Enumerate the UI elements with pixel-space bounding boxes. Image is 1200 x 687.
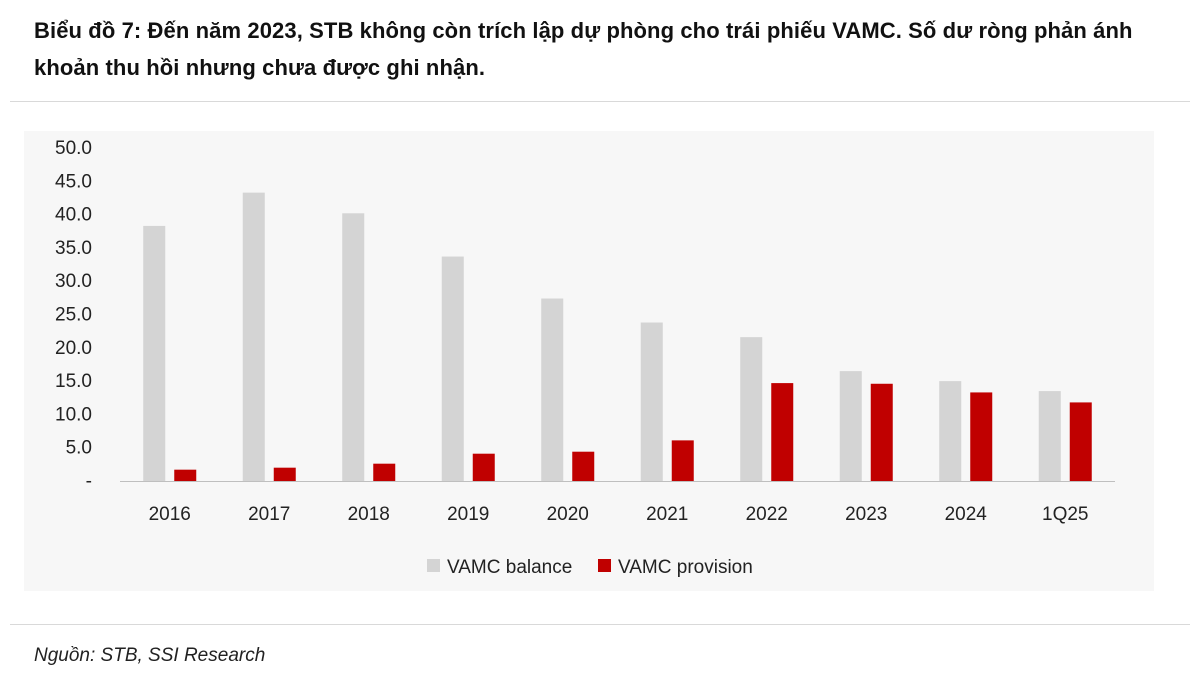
bar-chart: - 5.0 10.0 15.0 20.0 25.0 30.0 35.0 40.0 45.0 50.0… bbox=[55, 138, 1115, 578]
y-tick-label: 50.0 bbox=[55, 138, 92, 159]
y-axis-ticks: - 5.0 10.0 15.0 20.0 25.0 30.0 35.0 40.0 45.0 50.0 bbox=[55, 138, 92, 492]
source-note: Nguồn: STB, SSI Research bbox=[34, 645, 266, 666]
bar-balance-1Q25 bbox=[1038, 391, 1061, 481]
bar-provision-2016 bbox=[174, 469, 197, 481]
bar-provision-2023 bbox=[870, 383, 893, 481]
x-tick-label: 2024 bbox=[945, 504, 988, 525]
y-tick-label: 30.0 bbox=[55, 271, 92, 292]
legend-item-vamc-balance: VAMC balance bbox=[447, 557, 572, 578]
x-tick-label: 2018 bbox=[348, 504, 390, 525]
bar-balance-2023 bbox=[839, 371, 862, 481]
y-tick-label: 15.0 bbox=[55, 371, 92, 392]
x-tick-label: 2016 bbox=[149, 504, 191, 525]
legend-swatch bbox=[598, 559, 611, 572]
legend: VAMC balance VAMC provision bbox=[427, 557, 753, 578]
bar-balance-2021 bbox=[640, 322, 663, 481]
y-tick-label: 5.0 bbox=[66, 438, 92, 459]
bar-balance-2024 bbox=[939, 381, 962, 481]
plot-background bbox=[24, 131, 1154, 591]
source-divider bbox=[10, 624, 1190, 625]
bars bbox=[143, 192, 1092, 481]
bar-balance-2019 bbox=[441, 256, 464, 481]
x-tick-label: 2022 bbox=[746, 504, 788, 525]
chart-title: Biểu đồ 7: Đến năm 2023, STB không còn t… bbox=[34, 18, 1133, 80]
x-tick-label: 2017 bbox=[248, 504, 290, 525]
x-tick-label: 2023 bbox=[845, 504, 887, 525]
bar-provision-2024 bbox=[970, 392, 993, 481]
bar-provision-2020 bbox=[572, 451, 595, 481]
x-tick-label: 2019 bbox=[447, 504, 489, 525]
bar-provision-2019 bbox=[472, 453, 495, 481]
bar-balance-2018 bbox=[342, 213, 365, 481]
legend-swatch bbox=[427, 559, 440, 572]
bar-provision-2018 bbox=[373, 463, 396, 481]
y-tick-label: 40.0 bbox=[55, 205, 92, 226]
x-tick-label: 2021 bbox=[646, 504, 688, 525]
bar-provision-2021 bbox=[671, 440, 694, 481]
y-tick-label: - bbox=[86, 471, 92, 492]
bar-balance-2020 bbox=[541, 298, 564, 481]
bar-balance-2022 bbox=[740, 337, 763, 481]
x-axis-labels: 2016 2017 2018 2019 2020 2021 2022 2023 2024 1Q25 bbox=[149, 504, 1089, 525]
legend-item-vamc-provision: VAMC provision bbox=[618, 557, 753, 578]
bar-balance-2016 bbox=[143, 225, 166, 481]
y-tick-label: 35.0 bbox=[55, 238, 92, 259]
bar-provision-2017 bbox=[273, 467, 296, 481]
y-tick-label: 20.0 bbox=[55, 338, 92, 359]
title-divider bbox=[10, 101, 1190, 102]
bar-provision-1Q25 bbox=[1069, 402, 1092, 481]
y-tick-label: 10.0 bbox=[55, 404, 92, 425]
y-tick-label: 45.0 bbox=[55, 171, 92, 192]
x-tick-label: 2020 bbox=[547, 504, 589, 525]
y-tick-label: 25.0 bbox=[55, 305, 92, 326]
bar-provision-2022 bbox=[771, 383, 794, 481]
x-tick-label: 1Q25 bbox=[1042, 504, 1088, 525]
bar-balance-2017 bbox=[242, 192, 265, 481]
